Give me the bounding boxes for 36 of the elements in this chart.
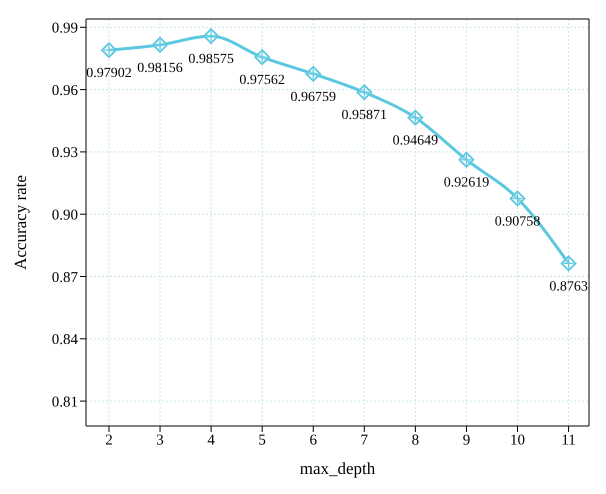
y-tick-label: 0.93 (52, 145, 78, 162)
data-label: 0.94649 (392, 134, 438, 149)
x-tick-label: 7 (360, 432, 369, 449)
point (407, 110, 424, 126)
data-label: 0.97562 (239, 73, 285, 88)
x-axis-title: max_depth (300, 459, 376, 478)
y-tick-label: 0.96 (52, 82, 78, 99)
x-tick-label: 8 (412, 432, 420, 449)
y-tick-label: 0.81 (52, 394, 78, 410)
data-label: 0.92619 (444, 176, 490, 191)
x-tick-label: 11 (561, 432, 576, 449)
y-axis-title: Accuracy rate (11, 175, 30, 270)
data-label: 0.95871 (342, 108, 388, 124)
x-tick-label: 9 (462, 432, 470, 449)
x-tick-label: 6 (309, 432, 318, 449)
x-tick-label: 5 (258, 432, 266, 449)
y-tick-label: 0.84 (52, 332, 78, 348)
data-label: 0.98156 (137, 60, 183, 76)
x-tick-label: 3 (156, 432, 164, 449)
data-label: 0.97902 (86, 66, 132, 82)
y-tick-label: 0.87 (52, 270, 78, 286)
point (101, 42, 117, 58)
point (356, 84, 372, 100)
point (152, 36, 168, 53)
point (203, 28, 220, 44)
data-label: 0.8763 (549, 279, 588, 294)
y-tick-label: 0.90 (52, 208, 78, 224)
point (305, 66, 322, 82)
y-tick-label: 0.99 (52, 20, 78, 37)
data-label: 0.98575 (188, 52, 234, 68)
x-tick-label: 10 (510, 432, 526, 449)
point (254, 49, 270, 66)
x-tick-label: 2 (105, 432, 113, 449)
data-label: 0.96759 (290, 90, 336, 105)
x-tick-label: 4 (207, 432, 216, 449)
point (458, 152, 474, 168)
